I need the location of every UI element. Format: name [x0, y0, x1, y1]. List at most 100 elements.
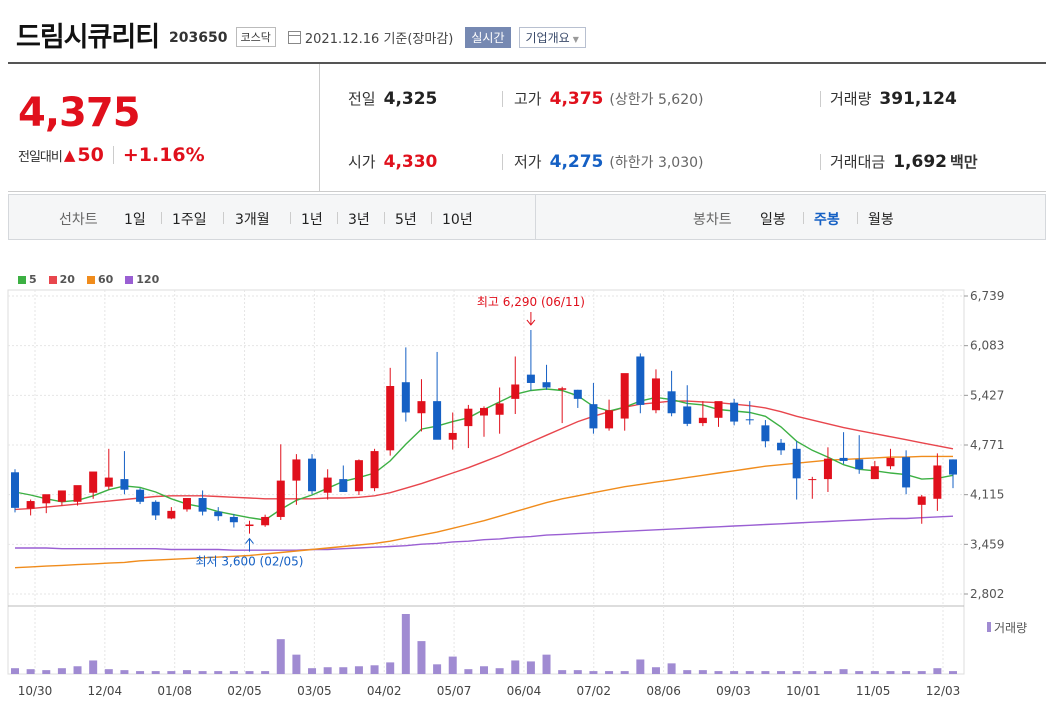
candle-body: [917, 496, 926, 505]
x-tick-label: 05/07: [437, 684, 472, 698]
change-percent: +1.16%: [122, 144, 205, 166]
volume-bar: [917, 671, 926, 674]
realtime-button[interactable]: 실시간: [465, 26, 511, 48]
divider: [431, 212, 432, 224]
candle-body: [308, 458, 317, 492]
tab-monthly[interactable]: 월봉: [868, 212, 894, 228]
volume-bar: [839, 669, 848, 674]
x-tick-label: 11/05: [856, 684, 891, 698]
volume-bar: [448, 656, 457, 674]
current-price-panel: 4,375 전일대비 ▲ 50 +1.16%: [8, 64, 320, 192]
x-tick-label: 04/02: [367, 684, 402, 698]
open-value: 4,330: [383, 152, 438, 172]
y-tick-label: 5,427: [970, 388, 1004, 402]
candle-body: [636, 356, 645, 405]
candle-body: [182, 498, 191, 510]
volume-bar: [542, 654, 551, 674]
candle-body: [761, 425, 770, 442]
volume-bar: [323, 667, 332, 674]
stock-header: 드림시큐리티 203650 코스닥 2021.12.16 기준(장마감) 실시간…: [16, 14, 586, 54]
min-price-annotation: 최저 3,600 (02/05): [195, 555, 303, 569]
tab-1w[interactable]: 1주일: [172, 212, 207, 228]
min-arrow-head: [245, 537, 254, 544]
volume-bar: [73, 666, 82, 674]
volume-bar: [823, 671, 832, 674]
volume-bar: [526, 661, 535, 674]
candle-body: [949, 459, 957, 475]
legend-label: 120: [136, 273, 160, 286]
volume-bar: [667, 663, 676, 674]
company-overview-dropdown[interactable]: 기업개요 ▼: [518, 26, 586, 48]
volume-bar: [480, 666, 488, 674]
x-tick-label: 12/03: [926, 684, 961, 698]
volume-bar: [57, 668, 66, 674]
volume-bar: [745, 671, 754, 674]
candle-body: [526, 374, 535, 383]
volume-bar: [620, 671, 629, 674]
candle-body: [698, 417, 707, 424]
prev-close-value: 4,325: [383, 89, 438, 109]
candle-body: [261, 516, 270, 526]
candle-body: [683, 406, 692, 424]
tab-daily[interactable]: 일봉: [760, 212, 786, 228]
tab-3y[interactable]: 3년: [348, 212, 370, 228]
x-tick-label: 06/04: [507, 684, 542, 698]
x-tick-label: 01/08: [157, 684, 192, 698]
volume-bar: [308, 668, 317, 674]
volume-legend-label: 거래량: [994, 621, 1027, 635]
y-tick-label: 4,115: [970, 488, 1004, 502]
volume-bar: [89, 660, 98, 674]
candle-body: [933, 465, 942, 499]
open-label: 시가: [348, 153, 376, 171]
candle-body: [730, 402, 739, 422]
candle-body: [605, 410, 614, 429]
open-price: 시가 4,330: [348, 151, 437, 172]
chart-period-tabs: 선차트 1일 1주일 3개월 1년 3년 5년 10년 봉차트 일봉 주봉 월봉: [8, 194, 1046, 240]
volume-bar: [495, 668, 504, 674]
candle-body: [823, 458, 832, 480]
candle-body: [667, 391, 676, 414]
change-label: 전일대비: [18, 149, 63, 165]
volume-bar: [167, 671, 176, 674]
volume-bar: [354, 666, 363, 674]
tab-weekly[interactable]: 주봉: [814, 212, 840, 228]
volume-bar: [683, 670, 692, 674]
trade-amount-value: 1,692: [893, 152, 947, 172]
volume-bar: [902, 671, 911, 674]
y-tick-label: 4,771: [970, 438, 1004, 452]
tab-3m[interactable]: 3개월: [235, 212, 270, 228]
candle-body: [104, 477, 113, 487]
current-price: 4,375: [18, 90, 141, 136]
volume-bar: [949, 671, 957, 674]
ma20-line: [14, 400, 954, 511]
candle-body: [245, 524, 254, 527]
low-price: 저가 4,275 (하한가 3,030): [514, 151, 703, 172]
tab-10y[interactable]: 10년: [442, 212, 473, 228]
tab-1d[interactable]: 1일: [124, 212, 146, 228]
candle-body: [276, 480, 285, 517]
volume-bar: [855, 671, 864, 674]
line-chart-label: 선차트: [59, 212, 98, 228]
volume-bar: [714, 671, 723, 674]
candle-body: [292, 459, 301, 481]
high-price: 고가 4,375 (상한가 5,620): [514, 88, 703, 109]
divider: [502, 154, 503, 170]
candle-body: [214, 511, 223, 517]
volume: 거래량 391,124: [830, 88, 957, 109]
volume-bar: [808, 671, 817, 674]
price-summary: 4,375 전일대비 ▲ 50 +1.16% 전일 4,325 고가 4,375…: [8, 62, 1046, 192]
candle-body: [198, 498, 207, 512]
candle-body: [573, 389, 582, 399]
max-arrow-head: [526, 319, 536, 326]
tab-1y[interactable]: 1년: [301, 212, 323, 228]
tab-5y[interactable]: 5년: [395, 212, 417, 228]
up-arrow-icon: ▲: [63, 146, 76, 164]
high-value: 4,375: [549, 89, 604, 109]
candle-chart-label: 봉차트: [693, 212, 732, 228]
volume-bar: [198, 671, 207, 674]
candle-body: [495, 403, 504, 415]
divider: [384, 212, 385, 224]
divider: [820, 154, 821, 170]
stock-code: 203650: [169, 30, 228, 46]
